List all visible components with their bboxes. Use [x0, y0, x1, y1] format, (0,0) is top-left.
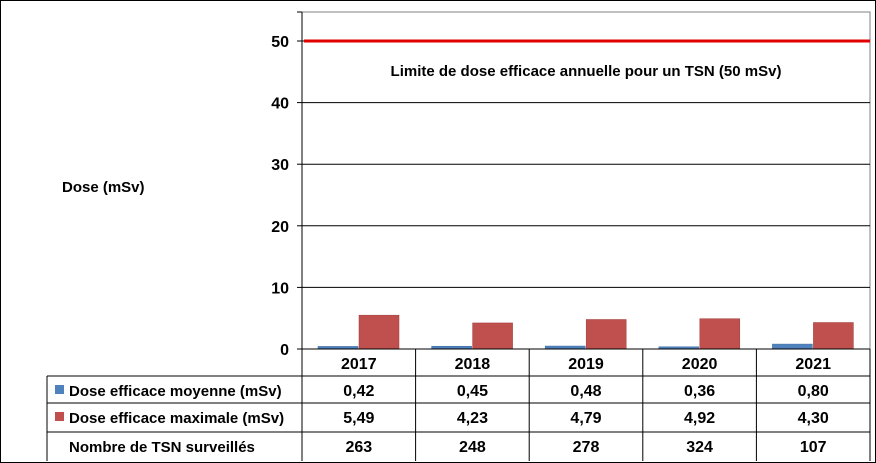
bar-maximale-2020 — [699, 318, 741, 350]
table-cell-moyenne: 0,45 — [457, 383, 488, 400]
bar-maximale-2017 — [358, 314, 400, 350]
y-tick-label: 50 — [271, 34, 289, 51]
table-row-label-moyenne: Dose efficace moyenne (mSv) — [69, 383, 282, 400]
table-cell-tsn: 324 — [686, 439, 713, 456]
y-tick-label: 0 — [280, 342, 289, 359]
bar-maximale-2019 — [585, 319, 627, 350]
bar-maximale-2018 — [472, 322, 513, 350]
y-tick-label: 10 — [271, 280, 289, 297]
table-row-label-maximale: Dose efficace maximale (mSv) — [69, 410, 284, 427]
table-cell-maximale: 5,49 — [343, 410, 374, 427]
bar-moyenne-2021 — [772, 343, 813, 350]
legend-key-maximale — [55, 412, 64, 421]
table-cell-moyenne: 0,48 — [570, 383, 601, 400]
x-tick-label: 2021 — [795, 356, 831, 373]
table-cell-moyenne: 0,42 — [343, 383, 374, 400]
y-tick-label: 40 — [271, 96, 289, 113]
x-tick-label: 2019 — [568, 356, 604, 373]
legend-key-moyenne — [55, 385, 64, 394]
table-cell-tsn: 263 — [345, 439, 372, 456]
x-tick-label: 2017 — [341, 356, 377, 373]
table-cell-maximale: 4,79 — [570, 410, 601, 427]
table-cell-maximale: 4,92 — [684, 410, 715, 427]
table-cell-maximale: 4,23 — [457, 410, 488, 427]
y-tick-label: 30 — [271, 157, 289, 174]
x-tick-label: 2020 — [682, 356, 718, 373]
table-cell-moyenne: 0,36 — [684, 383, 715, 400]
table-cell-tsn: 107 — [800, 439, 827, 456]
table-cell-maximale: 4,30 — [798, 410, 829, 427]
table-cell-tsn: 248 — [459, 439, 486, 456]
table-cell-moyenne: 0,80 — [798, 383, 829, 400]
bar-maximale-2021 — [813, 322, 854, 350]
y-tick-label: 20 — [271, 219, 289, 236]
reference-line-label: Limite de dose efficace annuelle pour un… — [391, 63, 782, 80]
y-axis-label: Dose (mSv) — [62, 179, 145, 196]
table-row-label-tsn: Nombre de TSN surveillés — [69, 439, 255, 456]
table-cell-tsn: 278 — [573, 439, 600, 456]
x-tick-label: 2018 — [455, 356, 491, 373]
